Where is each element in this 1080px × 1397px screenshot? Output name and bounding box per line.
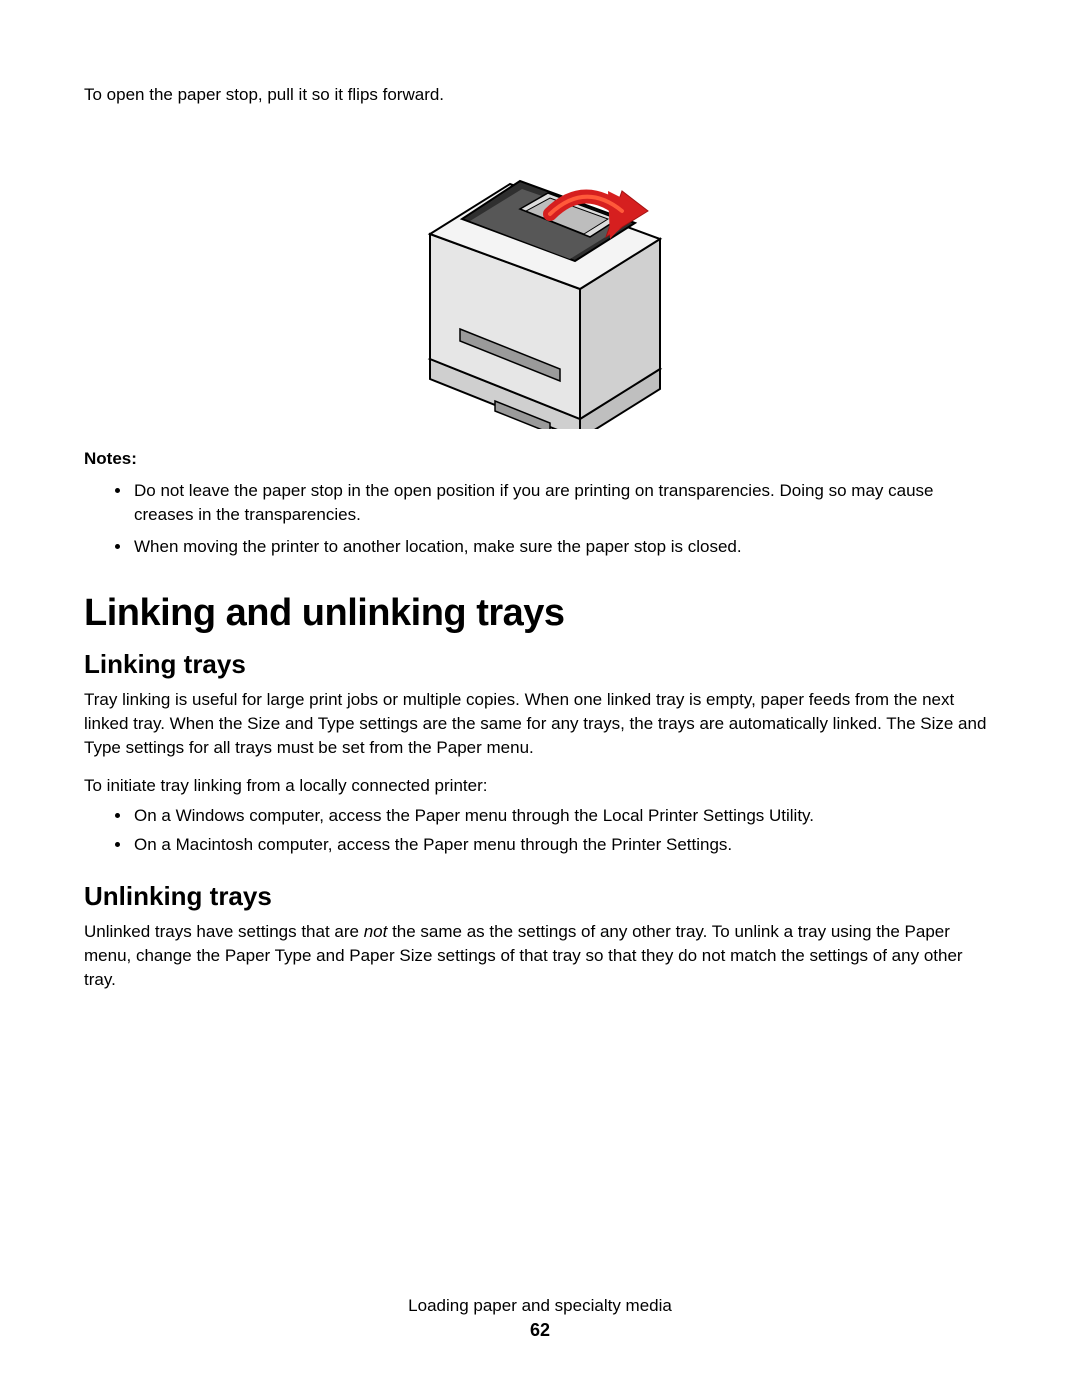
printer-figure <box>84 119 996 429</box>
notes-label: Notes: <box>84 449 996 469</box>
unlinking-em: not <box>364 922 388 941</box>
linking-lead: To initiate tray linking from a locally … <box>84 774 996 798</box>
intro-text: To open the paper stop, pull it so it fl… <box>84 84 996 107</box>
heading-linking: Linking trays <box>84 649 996 680</box>
unlinking-paragraph: Unlinked trays have settings that are no… <box>84 920 996 991</box>
notes-item: When moving the printer to another locat… <box>132 535 996 559</box>
notes-item: Do not leave the paper stop in the open … <box>132 479 996 527</box>
manual-page: To open the paper stop, pull it so it fl… <box>0 0 1080 1397</box>
printer-illustration <box>400 119 680 429</box>
list-item: On a Macintosh computer, access the Pape… <box>132 833 996 857</box>
footer-title: Loading paper and specialty media <box>0 1294 1080 1318</box>
heading-unlinking: Unlinking trays <box>84 881 996 912</box>
list-item: On a Windows computer, access the Paper … <box>132 804 996 828</box>
linking-bullets: On a Windows computer, access the Paper … <box>84 804 996 858</box>
linking-paragraph: Tray linking is useful for large print j… <box>84 688 996 759</box>
notes-list: Do not leave the paper stop in the open … <box>84 479 996 558</box>
unlinking-pre: Unlinked trays have settings that are <box>84 922 364 941</box>
page-number: 62 <box>0 1320 1080 1341</box>
page-footer: Loading paper and specialty media 62 <box>0 1294 1080 1341</box>
heading-linking-unlinking: Linking and unlinking trays <box>84 592 996 635</box>
